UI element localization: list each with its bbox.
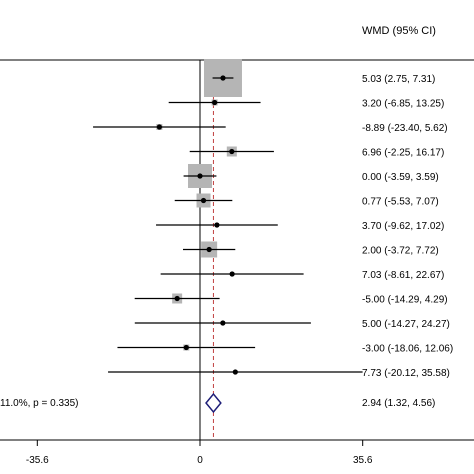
study-row: 3.20 (-6.85, 13.25)	[168, 99, 444, 110]
study-estimate-label: 0.77 (-5.53, 7.07)	[362, 197, 439, 208]
x-tick-label: 35.6	[353, 455, 373, 466]
study-point	[206, 246, 212, 253]
column-header-wmd: WMD (95% CI)	[362, 25, 436, 37]
x-tick: -35.6	[26, 440, 49, 466]
study-row: -8.89 (-23.40, 5.62)	[93, 123, 448, 134]
study-estimate-label: 6.96 (-2.25, 16.17)	[362, 148, 444, 159]
study-point	[156, 124, 162, 130]
study-estimate-label: 7.73 (-20.12, 35.58)	[362, 368, 450, 379]
study-point	[232, 369, 238, 375]
x-tick: 35.6	[353, 440, 373, 466]
study-point	[174, 295, 180, 302]
overall-diamond	[205, 392, 222, 414]
x-tick-label: -35.6	[26, 455, 49, 466]
study-point	[220, 75, 226, 81]
study-point	[229, 271, 235, 277]
study-point	[214, 222, 220, 228]
study-point	[212, 99, 218, 106]
study-estimate-label: 2.00 (-3.72, 7.72)	[362, 246, 439, 257]
study-point	[200, 197, 207, 204]
study-row: 3.70 (-9.62, 17.02)	[156, 221, 444, 232]
study-row: 0.00 (-3.59, 3.59)	[183, 164, 439, 188]
study-estimate-label: 0.00 (-3.59, 3.59)	[362, 172, 439, 183]
study-point	[183, 344, 189, 351]
study-point	[220, 320, 226, 326]
x-tick: 0	[197, 440, 203, 466]
study-row: 5.03 (2.75, 7.31)	[203, 59, 435, 97]
study-row: 2.00 (-3.72, 7.72)	[182, 241, 439, 258]
study-row: -5.00 (-14.29, 4.29)	[134, 293, 448, 306]
study-row: -3.00 (-18.06, 12.06)	[117, 344, 453, 355]
study-row: 7.73 (-20.12, 35.58)	[108, 368, 450, 379]
study-estimate-label: 7.03 (-8.61, 22.67)	[362, 270, 444, 281]
study-estimate-label: -3.00 (-18.06, 12.06)	[362, 344, 453, 355]
study-point	[197, 173, 203, 179]
study-row: 7.03 (-8.61, 22.67)	[160, 270, 444, 281]
study-estimate-label: 3.20 (-6.85, 13.25)	[362, 99, 444, 110]
overall-estimate-label: 2.94 (1.32, 4.56)	[362, 398, 435, 409]
study-estimate-label: 5.00 (-14.27, 24.27)	[362, 319, 450, 330]
x-tick-label: 0	[197, 455, 203, 466]
study-row: 5.00 (-14.27, 24.27)	[134, 319, 450, 330]
heterogeneity-label: 11.0%, p = 0.335)	[0, 398, 78, 409]
study-estimate-label: -8.89 (-23.40, 5.62)	[362, 123, 448, 134]
study-row: 6.96 (-2.25, 16.17)	[189, 146, 444, 159]
study-estimate-label: -5.00 (-14.29, 4.29)	[362, 295, 448, 306]
study-row: 0.77 (-5.53, 7.07)	[174, 193, 439, 208]
study-point	[229, 148, 235, 155]
study-estimate-label: 3.70 (-9.62, 17.02)	[362, 221, 444, 232]
study-estimate-label: 5.03 (2.75, 7.31)	[362, 74, 435, 85]
